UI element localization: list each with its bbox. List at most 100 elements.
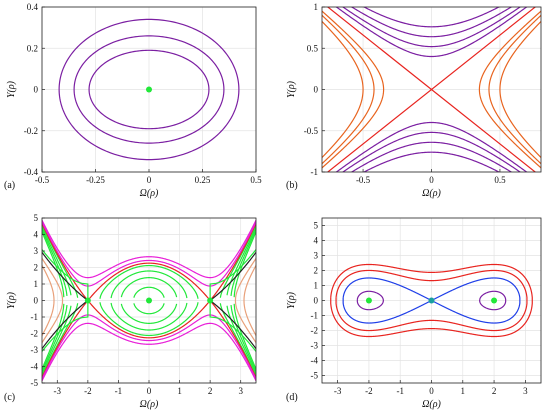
y-tick-label: 0.4 <box>27 2 39 12</box>
panel-b: -0.5 0 0.5 -1 -0.5 0 0.5 1 Ω(ρ) Y(ρ) (b) <box>286 2 542 199</box>
x-axis-label: Ω(ρ) <box>140 399 159 410</box>
x-tick-label: 3 <box>238 386 243 396</box>
y-axis-label: Y(ρ) <box>286 80 297 98</box>
equilibrium-point <box>491 297 498 304</box>
y-tick-label: 1 <box>34 279 39 289</box>
series-line <box>499 20 541 159</box>
series-group <box>42 219 256 382</box>
equilibrium-point <box>207 297 214 304</box>
series-line <box>234 257 256 344</box>
series-line <box>335 269 528 332</box>
series-line <box>42 221 256 287</box>
x-tick-label: 3 <box>523 386 528 396</box>
x-tick-label: -0.5 <box>356 175 371 185</box>
panel-c: -3 -2 -1 0 1 2 3 -5 -4 -3 -2 -1 0 1 2 3 4 5 Ω(ρ) Y(ρ) (c) <box>4 213 257 410</box>
x-tick-label: 2 <box>492 386 497 396</box>
series-line <box>110 270 188 299</box>
x-tick-label: -1 <box>115 386 123 396</box>
y-axis-label: Y(ρ) <box>6 80 17 98</box>
series-line <box>488 14 541 165</box>
y-tick-label: -2 <box>311 326 319 336</box>
y-tick-label: -5 <box>31 378 39 388</box>
y-tick-label: -5 <box>311 371 319 381</box>
y-tick-label: -0.5 <box>304 126 319 136</box>
series-line <box>42 264 55 337</box>
series-line <box>226 226 256 296</box>
series-line <box>233 303 256 370</box>
y-tick-label: 0.2 <box>27 43 38 53</box>
series-line <box>322 20 364 159</box>
y-tick-label: -0.4 <box>24 167 39 177</box>
series-line <box>42 305 72 375</box>
series-line <box>322 10 385 169</box>
x-tick-label: 0.5 <box>494 175 506 185</box>
y-tick-label: 0 <box>34 85 39 95</box>
series-line <box>243 264 256 337</box>
x-tick-label: 0 <box>429 175 434 185</box>
y-tick-label: -0.2 <box>24 126 38 136</box>
series-line <box>120 303 178 324</box>
y-tick-label: 0 <box>34 296 39 306</box>
x-axis-label: Ω(ρ) <box>422 399 441 410</box>
series-line <box>42 303 79 377</box>
series-line <box>42 224 79 298</box>
series-line <box>42 322 256 382</box>
series-line <box>99 302 199 337</box>
x-axis-label: Ω(ρ) <box>140 188 159 199</box>
x-tick-label: 0.25 <box>195 175 211 185</box>
series-line <box>110 302 188 331</box>
y-tick-label: 3 <box>314 251 319 261</box>
x-tick-label: 2 <box>208 386 213 396</box>
series-line <box>230 305 256 372</box>
series-line <box>350 141 513 172</box>
series-line <box>133 286 165 298</box>
series-line <box>478 10 541 169</box>
series-line <box>219 224 256 298</box>
series-group <box>330 263 533 338</box>
series-line <box>362 151 501 172</box>
y-tick-label: -4 <box>311 356 319 366</box>
series-line <box>233 231 256 298</box>
x-tick-label: -0.5 <box>35 175 50 185</box>
panel-d: -3 -2 -1 0 1 2 3 -5 -4 -3 -2 -1 0 1 2 3 4 5 Ω(ρ) Y(ρ) (d) <box>286 217 542 410</box>
series-line <box>356 290 384 311</box>
x-tick-label: -1 <box>396 386 404 396</box>
series-line <box>42 226 72 296</box>
y-tick-label: 2 <box>34 263 39 273</box>
series-line <box>99 264 199 299</box>
series-group <box>322 7 541 172</box>
y-tick-label: 2 <box>314 266 319 276</box>
equilibrium-point <box>428 297 435 304</box>
series-line <box>58 18 240 161</box>
panel-label: (a) <box>4 180 15 191</box>
y-tick-label: -3 <box>31 345 39 355</box>
series-line <box>133 303 165 315</box>
series-line <box>42 299 256 378</box>
y-tick-label: -3 <box>311 341 319 351</box>
series-line <box>342 277 521 324</box>
series-line <box>479 290 507 311</box>
y-tick-label: -2 <box>31 329 39 339</box>
x-tick-label: -3 <box>334 386 342 396</box>
x-tick-label: -0.25 <box>86 175 105 185</box>
y-tick-label: 0 <box>314 85 319 95</box>
x-tick-label: 0.5 <box>250 175 262 185</box>
y-tick-label: 4 <box>314 236 319 246</box>
panel-label: (c) <box>4 392 15 403</box>
x-tick-label: -2 <box>84 386 92 396</box>
equilibrium-point <box>146 297 152 304</box>
series-line <box>42 219 256 279</box>
series-line <box>42 229 68 296</box>
y-tick-label: 4 <box>34 230 39 240</box>
x-tick-label: 0 <box>147 386 152 396</box>
series-line <box>341 7 522 48</box>
series-line <box>335 7 528 58</box>
series-line <box>88 49 210 130</box>
y-tick-label: 1 <box>314 2 319 12</box>
x-tick-label: -2 <box>365 386 373 396</box>
series-line <box>335 121 528 172</box>
series-line <box>230 229 256 296</box>
panel-a: -0.5 -0.25 0 0.25 0.5 -0.4 -0.2 0 0.2 0.4 Ω(ρ) Y(ρ)… <box>4 2 262 199</box>
series-line <box>42 305 68 372</box>
